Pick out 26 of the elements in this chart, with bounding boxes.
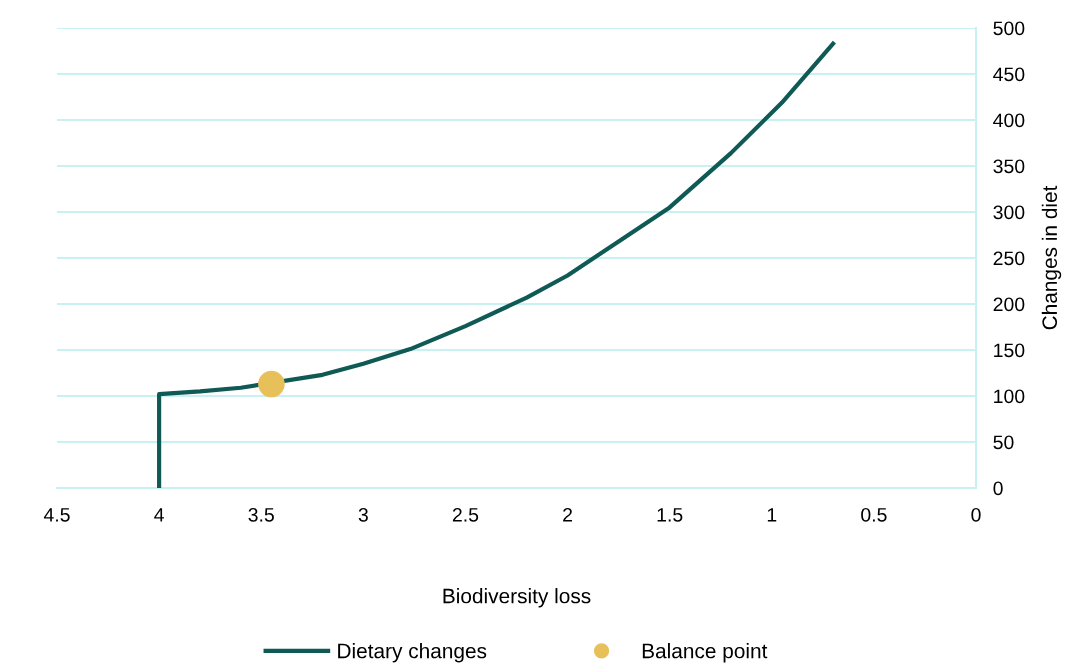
legend-label: Dietary changes: [338, 643, 487, 663]
x-tick-label: 3: [358, 507, 368, 522]
x-tick-label: 2.5: [452, 507, 479, 522]
y-tick-label: 400: [993, 113, 1025, 128]
x-tick-label: 0.5: [861, 507, 887, 522]
y-tick-label: 150: [994, 343, 1025, 358]
x-tick-label: 0: [971, 507, 981, 522]
x-tick-label: 2: [563, 507, 572, 522]
legend-label: Balance point: [642, 643, 768, 663]
y-tick-label: 200: [993, 297, 1025, 312]
x-tick-label: 4: [154, 508, 164, 522]
y-tick-label: 50: [993, 435, 1014, 450]
y-tick-label: 100: [994, 389, 1025, 404]
x-axis-title: Biodiversity loss: [443, 588, 591, 608]
y-tick-label: 500: [993, 21, 1025, 36]
x-tick-label: 3.5: [248, 507, 274, 522]
line-series: [157, 41, 836, 488]
y-axis-title: Changes in diet: [1041, 185, 1062, 330]
y-tick-label: 0: [993, 481, 1003, 496]
y-tick-label: 300: [993, 205, 1025, 220]
y-tick-label: 250: [993, 251, 1025, 266]
x-tick-label: 1: [767, 508, 777, 522]
x-tick-label: 1.5: [657, 508, 683, 522]
x-tick-label: 4.5: [43, 508, 70, 522]
y-tick-label: 450: [993, 67, 1025, 82]
y-tick-label: 350: [993, 159, 1025, 174]
